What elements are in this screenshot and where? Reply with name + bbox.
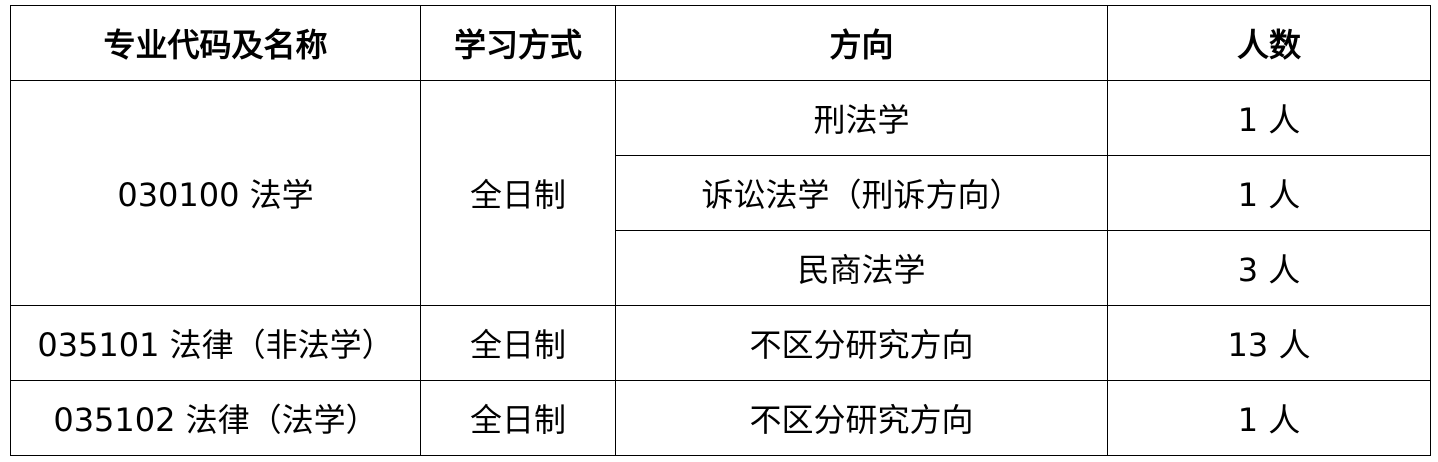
count-cell: 1 人: [1107, 155, 1431, 231]
count-cell: 1 人: [1107, 380, 1431, 456]
header-count: 人数: [1107, 5, 1431, 81]
header-direction: 方向: [615, 5, 1108, 81]
direction-cell: 民商法学: [615, 230, 1108, 306]
major-cell: 035101 法律（非法学）: [10, 305, 421, 381]
table-row: 035101 法律（非法学） 全日制 不区分研究方向 13 人: [10, 305, 1431, 381]
direction-cell: 刑法学: [615, 80, 1108, 156]
table-row: 035102 法律（法学） 全日制 不区分研究方向 1 人: [10, 380, 1431, 456]
header-row: 专业代码及名称 学习方式 方向 人数: [10, 5, 1431, 81]
count-cell: 13 人: [1107, 305, 1431, 381]
header-mode: 学习方式: [420, 5, 616, 81]
direction-cell: 不区分研究方向: [615, 380, 1108, 456]
enrollment-table: 专业代码及名称 学习方式 方向 人数 030100 法学 全日制 刑法学 1 人…: [10, 5, 1431, 456]
major-cell: 030100 法学: [10, 80, 421, 306]
major-cell: 035102 法律（法学）: [10, 380, 421, 456]
mode-cell: 全日制: [420, 80, 616, 306]
mode-cell: 全日制: [420, 305, 616, 381]
count-cell: 1 人: [1107, 80, 1431, 156]
mode-cell: 全日制: [420, 380, 616, 456]
direction-cell: 诉讼法学（刑诉方向）: [615, 155, 1108, 231]
header-major: 专业代码及名称: [10, 5, 421, 81]
table-row: 030100 法学 全日制 刑法学 1 人: [10, 80, 1431, 306]
table-row: 诉讼法学（刑诉方向） 1 人: [11, 155, 1431, 231]
direction-cell: 不区分研究方向: [615, 305, 1108, 381]
count-cell: 3 人: [1107, 230, 1431, 306]
